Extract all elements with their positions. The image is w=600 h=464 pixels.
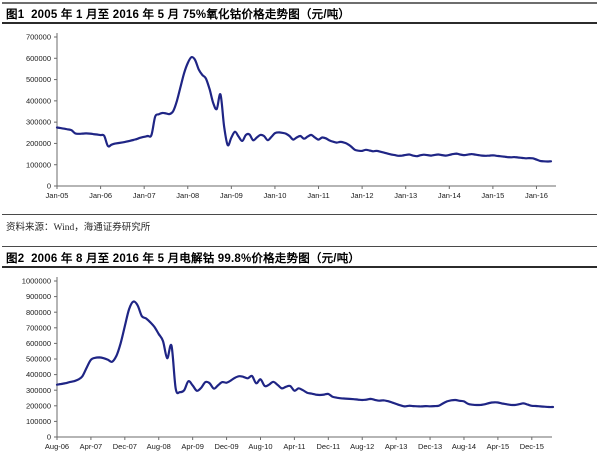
x-tick-label: Jan-14	[438, 191, 461, 200]
y-tick-label: 400000	[26, 370, 51, 379]
source-note: 资料来源：Wind，海通证券研究所	[6, 223, 151, 233]
y-tick-label: 600000	[26, 339, 51, 348]
x-tick-label: Dec-07	[113, 442, 137, 451]
x-tick-label: Apr-07	[80, 442, 103, 451]
y-tick-label: 500000	[26, 75, 51, 84]
figure2-title: 图2 2006 年 8 月至 2016 年 5 月电解钴 99.8%价格走势图（…	[6, 253, 361, 265]
x-tick-label: Dec-11	[317, 442, 341, 451]
x-tick-label: Aug-12	[350, 442, 374, 451]
y-tick-label: 900000	[26, 292, 51, 301]
figure2-chart: 0 100000 200000 300000 400000 500000 600000 700…	[22, 277, 555, 451]
x-tick-label: Jan-09	[220, 191, 243, 200]
x-tick-label: Dec-15	[520, 442, 544, 451]
y-tick-label: 700000	[26, 33, 51, 42]
x-tick-label: Jan-12	[351, 191, 374, 200]
y-tick-label: 700000	[26, 323, 51, 332]
figure2-title-topline	[2, 246, 597, 247]
x-tick-label: Jan-07	[133, 191, 156, 200]
y-tick-label: 0	[47, 433, 51, 442]
top-divider	[2, 2, 597, 4]
y-tick-label: 400000	[26, 96, 51, 105]
y-tick-label: 600000	[26, 54, 51, 63]
price-line	[55, 300, 555, 409]
x-tick-label: Jan-08	[176, 191, 199, 200]
x-tick-label: Apr-13	[385, 442, 408, 451]
x-tick-label: Aug-14	[452, 442, 476, 451]
price-line	[55, 55, 553, 163]
x-tick-label: Apr-15	[487, 442, 510, 451]
x-tick-label: Aug-06	[45, 442, 69, 451]
x-tick-label: Aug-08	[147, 442, 171, 451]
figure1-title-underline	[2, 22, 597, 24]
x-tick-label: Jan-16	[525, 191, 548, 200]
x-tick-label: Jan-11	[307, 191, 329, 200]
x-tick-label: Apr-09	[181, 442, 204, 451]
figure2-title-underline	[2, 266, 597, 268]
y-tick-label: 200000	[26, 139, 51, 148]
y-tick-label: 100000	[26, 160, 51, 169]
source-divider	[2, 214, 597, 215]
y-tick-label: 100000	[26, 417, 51, 426]
figure1-title: 图1 2005 年 1 月至 2016 年 5 月 75%氧化钴价格走势图（元/…	[6, 9, 351, 21]
figure1-chart: 0 100000 200000 300000 400000 500000 600000 700…	[26, 33, 556, 200]
y-tick-label: 200000	[26, 401, 51, 410]
y-tick-label: 300000	[26, 118, 51, 127]
x-tick-label: Jan-05	[46, 191, 69, 200]
x-tick-label: Aug-10	[248, 442, 272, 451]
y-tick-label: 1000000	[22, 277, 51, 286]
x-tick-label: Jan-10	[263, 191, 286, 200]
y-tick-label: 500000	[26, 355, 51, 364]
x-tick-label: Jan-13	[394, 191, 417, 200]
x-tick-label: Apr-11	[283, 442, 305, 451]
x-tick-label: Dec-09	[214, 442, 238, 451]
x-tick-label: Jan-15	[481, 191, 504, 200]
y-tick-label: 0	[47, 182, 51, 191]
x-tick-label: Dec-13	[418, 442, 442, 451]
x-tick-label: Jan-06	[89, 191, 112, 200]
y-tick-label: 800000	[26, 308, 51, 317]
y-tick-label: 300000	[26, 386, 51, 395]
